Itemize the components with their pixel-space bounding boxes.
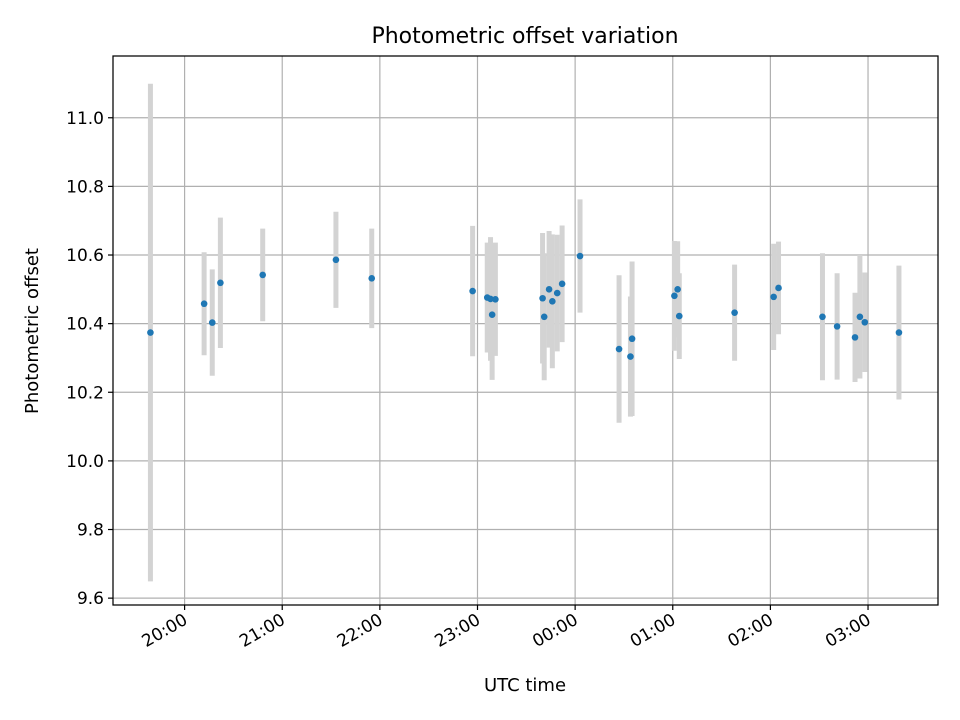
- data-point: [576, 252, 584, 260]
- data-point: [856, 313, 864, 321]
- data-point: [259, 271, 267, 279]
- data-point: [675, 312, 683, 320]
- y-axis-ticks: 9.6 9.8 10.0 10.2 10.4 10.6 10.8 11.0: [66, 109, 113, 609]
- data-point: [200, 300, 208, 308]
- data-point: [861, 318, 869, 326]
- y-tick-label: 10.4: [66, 315, 104, 335]
- data-point: [368, 275, 376, 282]
- plot-area-frame: [112, 55, 939, 606]
- data-point: [851, 334, 859, 341]
- y-tick-label: 10.0: [66, 452, 104, 472]
- data-point: [770, 293, 777, 301]
- data-point: [539, 294, 546, 302]
- y-tick-label: 11.0: [66, 109, 104, 129]
- data-point: [147, 329, 154, 336]
- data-markers: [147, 252, 903, 360]
- y-tick-label: 9.6: [77, 589, 104, 609]
- data-point: [819, 313, 826, 321]
- y-tick-label: 10.2: [66, 383, 104, 403]
- data-point: [553, 289, 561, 297]
- data-point: [540, 313, 548, 321]
- data-point: [628, 335, 636, 343]
- data-point: [545, 286, 553, 293]
- data-point: [549, 298, 556, 305]
- chart-title: Photometric offset variation: [371, 24, 678, 49]
- x-axis-label: UTC time: [484, 675, 566, 696]
- y-tick-label: 10.8: [66, 177, 104, 197]
- data-point: [731, 309, 738, 316]
- data-point: [208, 319, 216, 326]
- y-axis-label: Photometric offset: [22, 248, 43, 414]
- data-point: [558, 280, 566, 288]
- y-tick-label: 9.8: [77, 521, 104, 541]
- data-point: [775, 284, 782, 292]
- data-point: [332, 256, 340, 264]
- data-point: [895, 329, 903, 336]
- data-point: [488, 311, 496, 319]
- data-point: [833, 323, 841, 330]
- data-point: [615, 345, 623, 353]
- data-point: [627, 353, 634, 360]
- data-point: [671, 292, 678, 300]
- data-point: [487, 295, 494, 303]
- data-point: [492, 295, 499, 303]
- data-point: [674, 286, 681, 293]
- data-point: [469, 287, 476, 295]
- data-point: [217, 279, 224, 287]
- y-tick-label: 10.6: [66, 246, 104, 266]
